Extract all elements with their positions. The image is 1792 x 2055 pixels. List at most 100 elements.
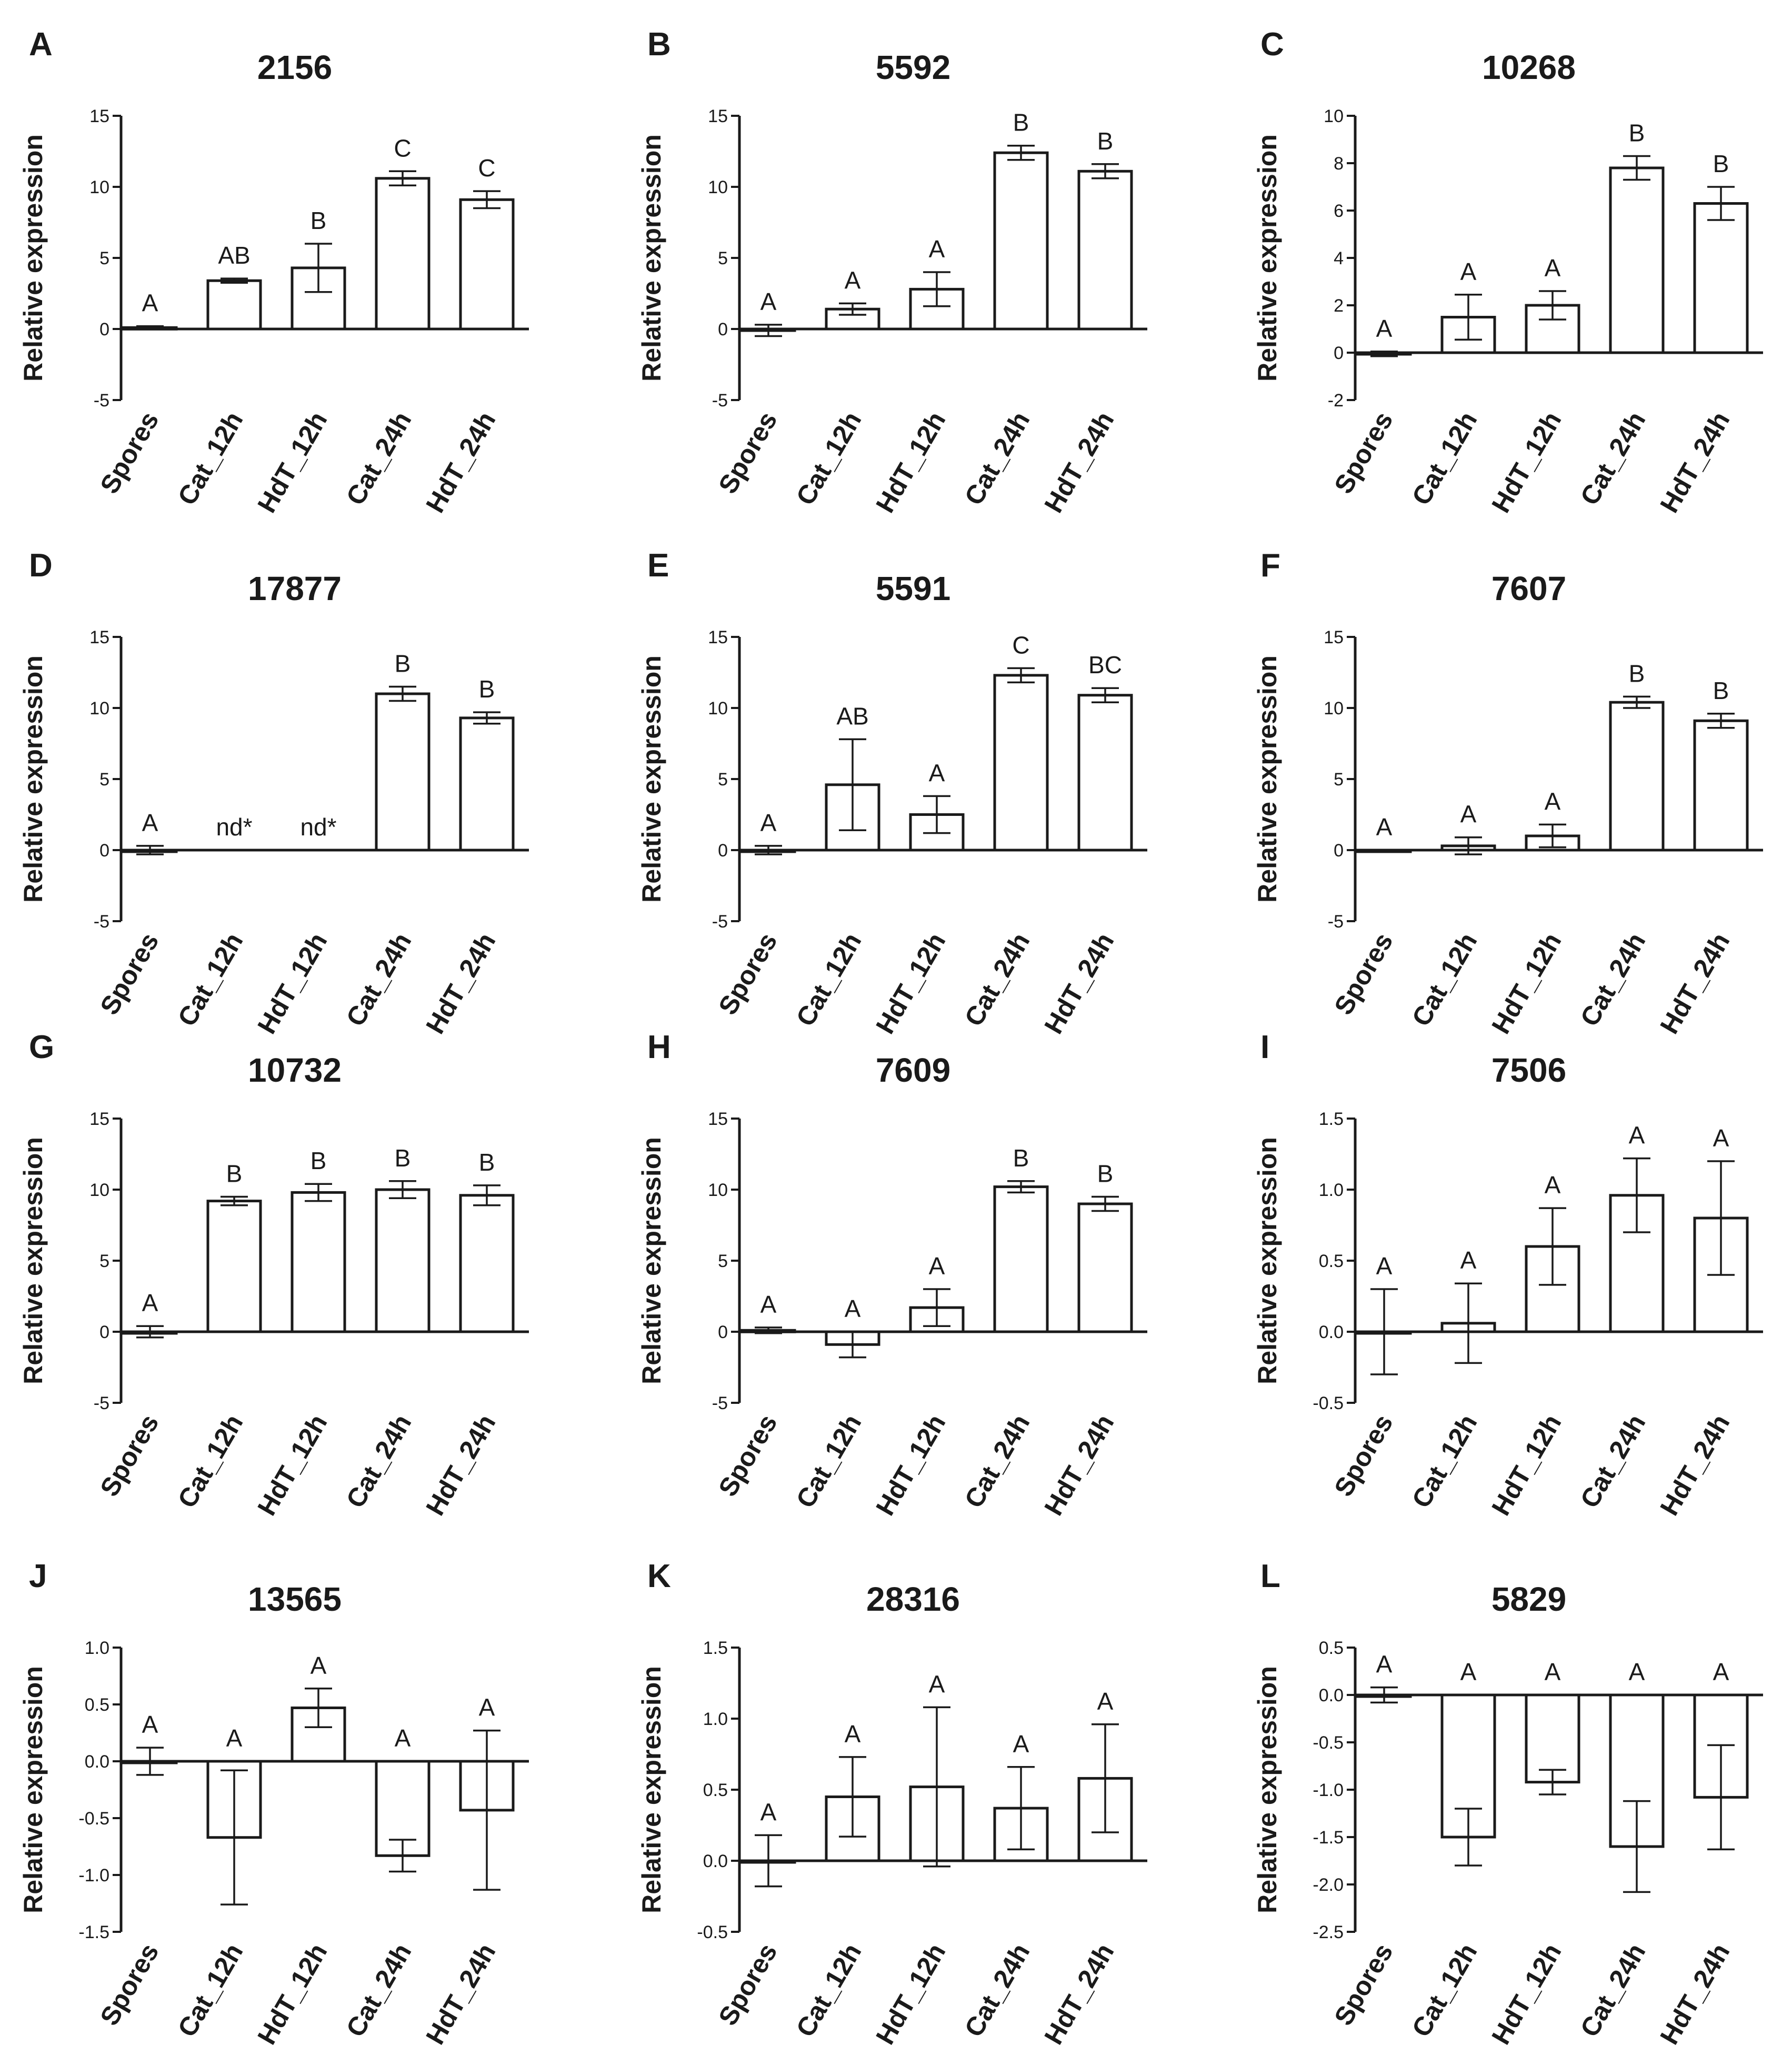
y-tick-label: 5 xyxy=(99,248,109,268)
x-tick-label: HdT_24h xyxy=(420,1410,501,1521)
y-tick-label: 10 xyxy=(89,177,109,197)
y-tick-label: 0 xyxy=(99,841,109,861)
x-tick-label: Cat_24h xyxy=(959,1410,1036,1513)
significance-letter: B xyxy=(311,207,327,234)
significance-letter: A xyxy=(1545,1658,1561,1685)
significance-letter: B xyxy=(1097,127,1114,155)
significance-letter: A xyxy=(845,266,861,294)
x-tick-label: Spores xyxy=(713,1939,783,2031)
bar-Spores xyxy=(1356,849,1412,853)
y-tick-label: 15 xyxy=(89,1109,109,1129)
significance-letter: A xyxy=(1460,258,1477,285)
y-tick-label: -1.5 xyxy=(78,1922,109,1942)
significance-letter: B xyxy=(1713,677,1729,704)
significance-letter: A xyxy=(1097,1688,1114,1715)
panel-label: F xyxy=(1260,547,1280,584)
significance-letter: A xyxy=(760,1291,777,1318)
y-tick-label: 0 xyxy=(718,841,728,861)
panel-D: D 17877 -5 0 5 10 15 Relative expression A Spores… xyxy=(18,547,529,1039)
bar-Cat_24h xyxy=(993,674,1049,852)
y-axis-title: Relative expression xyxy=(18,655,48,903)
y-axis-title: Relative expression xyxy=(637,655,666,903)
x-tick-label: HdT_12h xyxy=(870,407,951,518)
significance-letter: B xyxy=(1013,1144,1029,1172)
y-tick-label: -0.5 xyxy=(1313,1393,1344,1413)
y-tick-label: 10 xyxy=(89,699,109,719)
x-tick-label: HdT_12h xyxy=(1486,928,1567,1039)
x-tick-label: HdT_12h xyxy=(252,1410,333,1521)
y-tick-label: 0 xyxy=(718,320,728,340)
significance-letter: A xyxy=(142,809,158,836)
bar-HdT_24h xyxy=(459,716,515,852)
x-tick-label: Cat_12h xyxy=(790,407,867,510)
y-tick-label: 1.0 xyxy=(85,1638,109,1658)
y-tick-label: 0.0 xyxy=(1319,1322,1344,1342)
significance-letter: A xyxy=(479,1694,495,1721)
x-tick-label: Spores xyxy=(1328,1939,1398,2031)
y-tick-label: 0.5 xyxy=(1319,1251,1344,1271)
x-tick-label: Spores xyxy=(713,1410,783,1502)
x-tick-label: Cat_12h xyxy=(790,928,867,1031)
x-tick-label: Cat_12h xyxy=(172,407,249,510)
x-tick-label: HdT_24h xyxy=(1038,407,1119,518)
y-tick-label: 15 xyxy=(89,106,109,126)
y-tick-label: -5 xyxy=(94,1393,109,1413)
y-tick-label: 15 xyxy=(708,1109,728,1129)
y-tick-label: -5 xyxy=(712,1393,728,1413)
x-tick-label: HdT_24h xyxy=(1654,928,1735,1039)
x-tick-label: Cat_24h xyxy=(341,407,417,510)
y-tick-label: 2 xyxy=(1334,296,1344,316)
y-tick-label: 0 xyxy=(99,320,109,340)
significance-letter: A xyxy=(1376,1252,1393,1280)
significance-letter: nd* xyxy=(300,813,336,841)
y-tick-label: 0 xyxy=(718,1322,728,1342)
panel-label: D xyxy=(29,547,53,584)
panel-title: 5829 xyxy=(1491,1580,1566,1618)
significance-letter: BC xyxy=(1088,651,1122,679)
panel-F: F 7607 -5 0 5 10 15 Relative expression A Spores A… xyxy=(1253,547,1763,1039)
x-tick-label: HdT_12h xyxy=(870,1939,951,2050)
bar-Cat_24h xyxy=(375,692,431,852)
y-tick-label: -1.0 xyxy=(1313,1780,1344,1800)
panel-title: 7607 xyxy=(1491,570,1566,607)
y-tick-label: -2.5 xyxy=(1313,1922,1344,1942)
y-tick-label: 5 xyxy=(718,770,728,790)
x-tick-label: Cat_12h xyxy=(172,1939,249,2042)
panel-label: B xyxy=(647,26,671,63)
significance-letter: A xyxy=(1629,1122,1645,1149)
x-tick-label: HdT_12h xyxy=(1486,407,1567,518)
y-tick-label: -0.5 xyxy=(78,1809,109,1829)
x-tick-label: HdT_24h xyxy=(1038,1410,1119,1521)
x-tick-label: Cat_24h xyxy=(341,1410,417,1513)
x-tick-label: Spores xyxy=(94,1939,164,2031)
y-tick-label: 5 xyxy=(718,1251,728,1271)
x-tick-label: Spores xyxy=(713,407,783,499)
panel-A: A 2156 -5 0 5 10 15 Relative expression A Spores A… xyxy=(18,26,529,517)
bar-Cat_12h xyxy=(206,1200,262,1333)
significance-letter: A xyxy=(1460,1246,1477,1274)
significance-letter: A xyxy=(1629,1658,1645,1685)
panel-label: C xyxy=(1260,26,1284,63)
panel-J: J 13565 -1.5 -1.0 -0.5 0.0 0.5 1.0 Relative expr… xyxy=(18,1558,529,2049)
x-tick-label: Cat_12h xyxy=(172,1410,249,1513)
panel-title: 7506 xyxy=(1491,1051,1566,1089)
x-tick-label: Spores xyxy=(713,928,783,1020)
x-tick-label: Spores xyxy=(1328,407,1398,499)
y-tick-label: 0 xyxy=(1334,841,1344,861)
significance-letter: AB xyxy=(218,242,250,269)
y-tick-label: 4 xyxy=(1334,248,1344,268)
significance-letter: B xyxy=(1629,660,1645,687)
significance-letter: B xyxy=(479,1149,495,1176)
significance-letter: B xyxy=(395,1144,411,1172)
significance-letter: A xyxy=(929,759,945,786)
bar-HdT_24h xyxy=(1077,1202,1133,1333)
x-tick-label: HdT_12h xyxy=(870,1410,951,1521)
y-tick-label: 8 xyxy=(1334,154,1344,174)
panel-label: J xyxy=(29,1558,47,1594)
x-tick-label: HdT_12h xyxy=(1486,1410,1567,1521)
significance-letter: A xyxy=(760,809,777,836)
significance-letter: A xyxy=(929,1670,945,1698)
x-tick-label: Spores xyxy=(94,407,164,499)
significance-letter: B xyxy=(395,650,411,677)
